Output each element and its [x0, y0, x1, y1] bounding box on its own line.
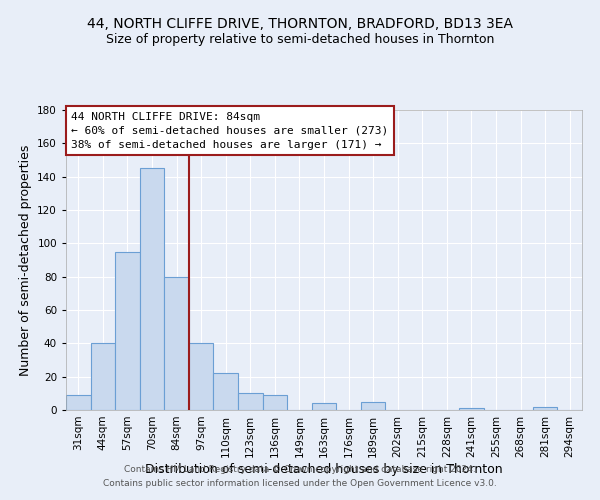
- Bar: [189, 344, 214, 410]
- Bar: [533, 406, 557, 410]
- Text: Contains HM Land Registry data © Crown copyright and database right 2024.
Contai: Contains HM Land Registry data © Crown c…: [103, 466, 497, 487]
- Text: Size of property relative to semi-detached houses in Thornton: Size of property relative to semi-detach…: [106, 32, 494, 46]
- Text: 44 NORTH CLIFFE DRIVE: 84sqm
← 60% of semi-detached houses are smaller (273)
38%: 44 NORTH CLIFFE DRIVE: 84sqm ← 60% of se…: [71, 112, 388, 150]
- Y-axis label: Number of semi-detached properties: Number of semi-detached properties: [19, 144, 32, 376]
- Bar: [312, 404, 336, 410]
- Bar: [91, 344, 115, 410]
- Text: 44, NORTH CLIFFE DRIVE, THORNTON, BRADFORD, BD13 3EA: 44, NORTH CLIFFE DRIVE, THORNTON, BRADFO…: [87, 18, 513, 32]
- Bar: [459, 408, 484, 410]
- X-axis label: Distribution of semi-detached houses by size in Thornton: Distribution of semi-detached houses by …: [145, 462, 503, 475]
- Bar: [140, 168, 164, 410]
- Bar: [66, 395, 91, 410]
- Bar: [164, 276, 189, 410]
- Bar: [361, 402, 385, 410]
- Bar: [238, 394, 263, 410]
- Bar: [214, 374, 238, 410]
- Bar: [115, 252, 140, 410]
- Bar: [263, 395, 287, 410]
